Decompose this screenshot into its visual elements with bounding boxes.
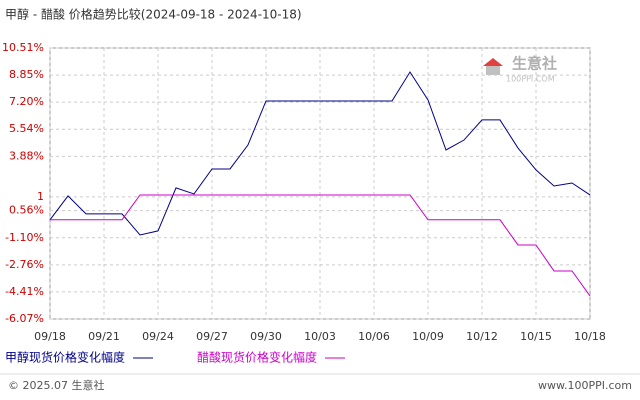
x-tick-label: 10/18 [574, 330, 606, 343]
watermark-icon [483, 58, 503, 66]
y-tick-label: 7.20% [9, 95, 44, 108]
x-tick-label: 09/24 [142, 330, 174, 343]
y-tick-label: 5.54% [9, 122, 44, 135]
chart-title: 甲醇 - 醋酸 价格趋势比较(2024-09-18 - 2024-10-18) [5, 7, 302, 22]
watermark: 生意社 100PPI.COM [483, 55, 557, 84]
y-tick-label: -2.76% [5, 258, 44, 271]
watermark-site: 100PPI.COM [506, 75, 555, 84]
footer-right: www.100PPI.com [538, 379, 632, 392]
x-tick-label: 09/18 [34, 330, 66, 343]
y-tick-label: 1 [37, 190, 44, 203]
legend-label: 醋酸现货价格变化幅度 [197, 350, 317, 365]
watermark-icon [486, 66, 500, 75]
legend-label: 甲醇现货价格变化幅度 [5, 350, 125, 365]
y-tick-label: 3.88% [9, 149, 44, 162]
x-tick-label: 10/15 [520, 330, 552, 343]
series-line [50, 194, 591, 297]
y-tick-label: -4.41% [5, 285, 44, 298]
y-tick-label: -6.07% [5, 312, 44, 325]
x-tick-label: 09/27 [196, 330, 228, 343]
x-tick-label: 09/21 [88, 330, 120, 343]
footer-left: © 2025.07 生意社 [8, 378, 104, 392]
x-tick-label: 10/09 [412, 330, 444, 343]
x-tick-label: 10/12 [466, 330, 498, 343]
y-tick-label: 8.85% [9, 68, 44, 81]
x-tick-label: 09/30 [250, 330, 282, 343]
x-tick-label: 10/06 [358, 330, 390, 343]
y-tick-label: 0.56% [9, 204, 44, 217]
series-line [49, 71, 591, 236]
y-tick-label: 10.51% [2, 41, 44, 54]
x-tick-label: 10/03 [304, 330, 336, 343]
y-tick-label: -1.10% [5, 231, 44, 244]
watermark-name: 生意社 [512, 55, 557, 73]
